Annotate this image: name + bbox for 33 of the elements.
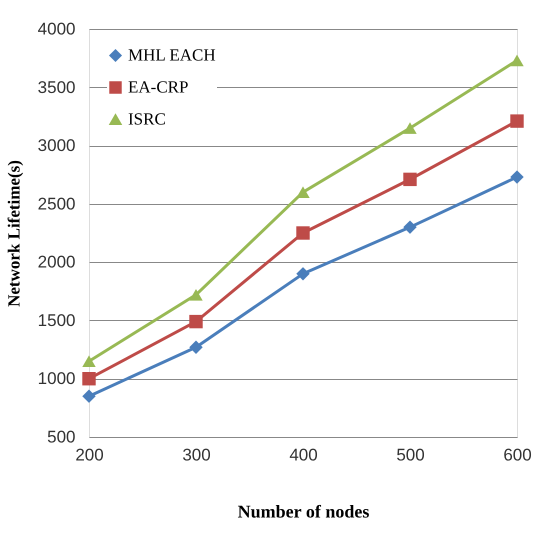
- legend-label: MHL EACH: [128, 46, 216, 64]
- y-tick-label: 2000: [38, 252, 76, 272]
- y-tick-label: 500: [47, 428, 76, 446]
- point: [403, 122, 417, 134]
- point: [82, 355, 96, 368]
- point: [296, 267, 310, 281]
- point: [296, 186, 310, 198]
- y-tick-label: 3500: [38, 78, 76, 97]
- y-tick-label: 2500: [38, 194, 76, 214]
- x-tick-label: 500: [396, 446, 425, 464]
- point: [296, 226, 310, 240]
- legend-label: ISRC: [128, 110, 166, 128]
- point: [189, 314, 203, 328]
- point: [403, 220, 417, 234]
- x-tick-label: 200: [75, 446, 104, 464]
- y-axis-title: Network Lifetime(s): [4, 160, 24, 307]
- x-axis-title: Number of nodes: [238, 502, 370, 522]
- point: [189, 340, 203, 354]
- x-tick-label: 600: [503, 446, 532, 464]
- y-tick-label: 1500: [38, 310, 76, 330]
- y-tick-label: 3000: [38, 136, 76, 156]
- y-tick-label: 4000: [38, 20, 76, 38]
- point: [403, 172, 417, 186]
- point: [82, 372, 96, 386]
- point: [189, 288, 203, 301]
- y-tick-label: 1000: [38, 369, 76, 388]
- legend-label: EA-CRP: [128, 78, 188, 96]
- x-tick-label: 400: [289, 446, 318, 464]
- point: [510, 54, 524, 66]
- point: [510, 170, 524, 184]
- x-tick-label: 300: [182, 446, 211, 464]
- point: [82, 389, 96, 403]
- point: [510, 114, 524, 128]
